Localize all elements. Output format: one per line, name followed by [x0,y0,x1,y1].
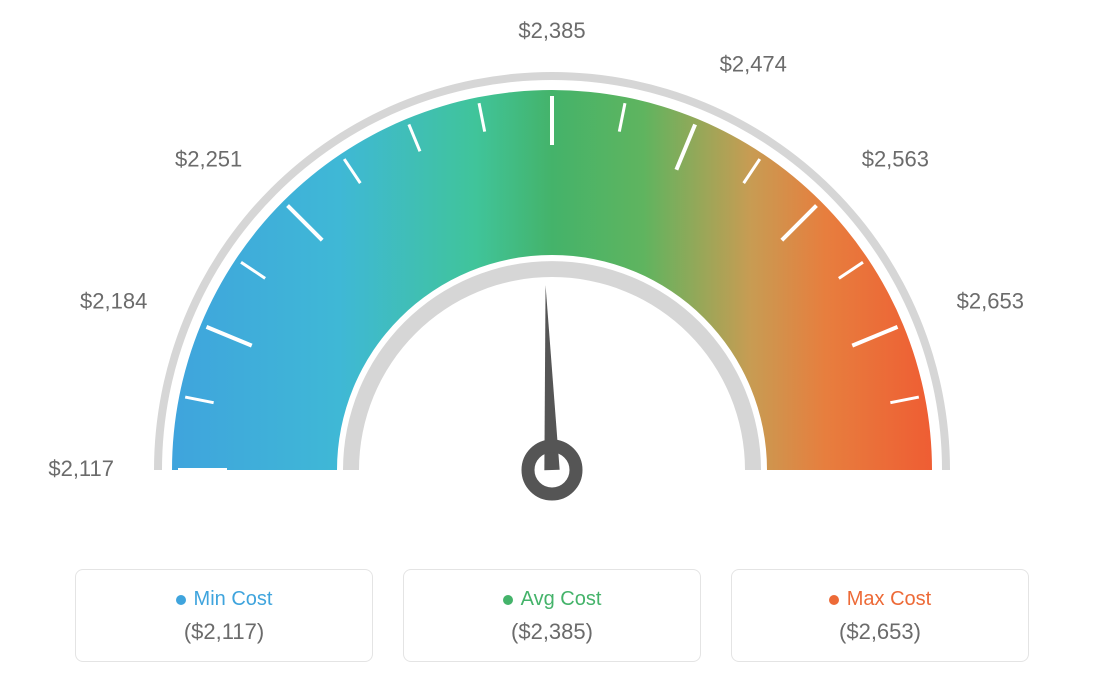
tick-label: $2,184 [80,288,147,313]
legend-dot-icon [503,595,513,605]
tick-label: $2,385 [518,18,585,43]
tick-label: $2,117 [48,456,114,481]
legend-title-text: Min Cost [194,588,273,610]
legend-title: Max Cost [732,588,1028,611]
legend-title: Min Cost [76,588,372,611]
legend-card-max: Max Cost ($2,653) [731,569,1029,662]
legend-dot-icon [176,595,186,605]
legend-dot-icon [829,595,839,605]
legend-title-text: Avg Cost [521,588,602,610]
tick-label: $2,653 [957,288,1024,313]
tick-label: $2,474 [720,51,787,76]
legend-row: Min Cost ($2,117) Avg Cost ($2,385) Max Cost… [0,569,1104,662]
legend-title-text: Max Cost [847,588,931,610]
gauge-svg: $2,117 $2,184 $2,251 $2,385 $2,474 $2,563 $2,6… [0,0,1104,560]
legend-value: ($2,385) [404,619,700,645]
legend-value: ($2,117) [76,619,372,645]
legend-value: ($2,653) [732,619,1028,645]
legend-card-min: Min Cost ($2,117) [75,569,373,662]
tick-label: $2,563 [862,146,929,171]
legend-title: Avg Cost [404,588,700,611]
gauge-chart-container: $2,117 $2,184 $2,251 $2,385 $2,474 $2,563 $2,6… [0,0,1104,690]
tick-label: $2,251 [175,146,242,171]
legend-card-avg: Avg Cost ($2,385) [403,569,701,662]
